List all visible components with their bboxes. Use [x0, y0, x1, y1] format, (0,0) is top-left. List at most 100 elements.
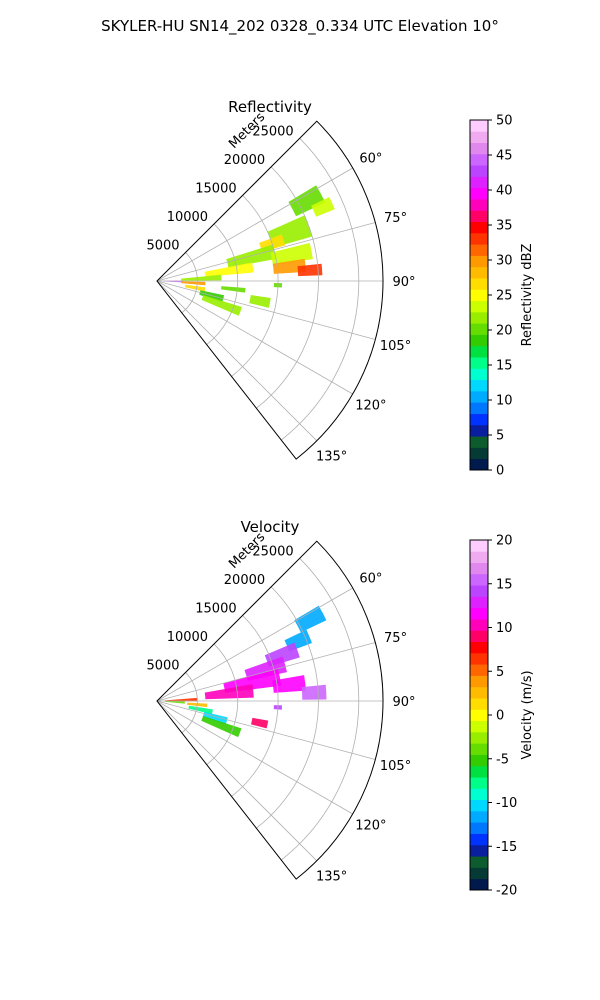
colorbar-tick-label: -10	[496, 796, 517, 811]
range-ring	[256, 166, 319, 409]
azimuth-tick-label: 60°	[359, 152, 382, 167]
colorbar-swatch	[470, 652, 488, 665]
colorbar-swatch	[470, 664, 488, 676]
range-ring	[181, 252, 198, 314]
panel-title: Reflectivity	[228, 98, 312, 116]
colorbar-swatch	[470, 379, 488, 392]
azimuth-line	[156, 222, 376, 282]
panel-title: Velocity	[241, 518, 300, 536]
colorbar-swatch	[470, 540, 488, 552]
colorbar-swatch	[470, 720, 488, 733]
colorbar-swatch	[470, 630, 488, 643]
range-tick-label: 20000	[224, 153, 265, 168]
colorbar-swatch	[470, 585, 488, 597]
colorbar-tick-label: -20	[496, 884, 517, 899]
echo-cell	[221, 286, 246, 293]
colorbar-tick-label: 10	[496, 394, 513, 409]
echo-field	[164, 605, 327, 738]
echo-cell	[272, 258, 307, 274]
colorbar-tick-label: 40	[496, 184, 513, 199]
range-tick-label: 15000	[195, 181, 236, 196]
colorbar-swatch	[470, 573, 488, 586]
colorbar-swatch	[470, 675, 488, 688]
echo-field	[163, 185, 335, 316]
reflectivity-panel: Reflectivity500010000150002000025000Mete…	[146, 98, 535, 479]
echo-cell	[294, 605, 327, 633]
colorbar-swatch	[470, 447, 488, 460]
colorbar-swatch	[470, 607, 488, 620]
echo-cell	[311, 196, 335, 217]
colorbar-swatch	[470, 210, 488, 223]
range-ring	[231, 615, 279, 797]
colorbar-swatch	[470, 822, 488, 834]
echo-cell	[223, 668, 282, 693]
colorbar-swatch	[470, 777, 488, 789]
echo-cell	[204, 684, 254, 700]
colorbar-tick-label: 5	[496, 665, 504, 680]
colorbar-swatch	[470, 619, 488, 631]
azimuth-tick-label: 135°	[316, 870, 347, 885]
colorbar-swatch	[470, 424, 488, 437]
colorbar: -20 -15 -10 -5 0 5 10 15 20 Velocity (m/s)	[469, 534, 535, 899]
colorbar-swatch	[470, 142, 488, 155]
range-tick-label: 25000	[252, 124, 293, 139]
colorbar-swatch	[470, 596, 488, 609]
colorbar-swatch	[470, 176, 488, 189]
colorbar-swatch	[470, 357, 488, 369]
azimuth-line	[156, 280, 376, 340]
colorbar-swatch	[470, 765, 488, 778]
colorbar-swatch	[470, 743, 488, 755]
colorbar: 0 5 10 15 20 25 30 35 40 45 50 Reflectivity dBZ	[469, 114, 535, 479]
range-tick-label: 5000	[146, 238, 179, 253]
range-tick-label: 25000	[252, 544, 293, 559]
azimuth-tick-label: 105°	[380, 339, 411, 354]
colorbar-tick-label: 15	[496, 359, 513, 374]
echo-cell	[301, 684, 327, 700]
azimuth-line	[156, 167, 353, 282]
azimuth-tick-label: 60°	[359, 572, 382, 587]
azimuth-tick-label: 75°	[384, 211, 407, 226]
colorbar-tick-label: 15	[496, 577, 513, 592]
colorbar-swatch	[470, 289, 488, 302]
colorbar-label: Reflectivity dBZ	[520, 244, 535, 347]
colorbar-swatch	[470, 788, 488, 801]
colorbar-swatch	[470, 131, 488, 143]
sector-frame	[156, 120, 384, 460]
range-ring	[231, 195, 279, 377]
colorbar-swatch	[470, 856, 488, 868]
colorbar-swatch	[470, 153, 488, 166]
range-ring	[181, 672, 198, 734]
colorbar-swatch	[470, 458, 488, 471]
colorbar-label: Velocity (m/s)	[520, 670, 535, 759]
echo-cell	[181, 274, 222, 281]
azimuth-line	[156, 700, 376, 760]
colorbar-tick-label: 0	[496, 464, 504, 479]
colorbar-swatch	[470, 232, 488, 245]
colorbar-swatch	[470, 810, 488, 823]
colorbar-swatch	[470, 323, 488, 335]
colorbar-swatch	[470, 266, 488, 279]
colorbar-swatch	[470, 844, 488, 857]
range-tick-label: 5000	[146, 658, 179, 673]
sector-frame	[156, 540, 384, 880]
range-tick-label: 15000	[195, 601, 236, 616]
azimuth-tick-label: 120°	[355, 818, 386, 833]
azimuth-line	[156, 280, 353, 395]
colorbar-swatch	[470, 731, 488, 744]
colorbar-tick-label: 10	[496, 621, 513, 636]
colorbar-swatch	[470, 709, 488, 722]
echo-cell	[184, 284, 206, 292]
echo-cell	[272, 675, 306, 693]
echo-cell	[199, 290, 225, 303]
echo-cell	[270, 242, 313, 265]
azimuth-line	[156, 587, 353, 702]
colorbar-tick-label: -15	[496, 840, 517, 855]
colorbar-swatch	[470, 390, 488, 403]
colorbar-tick-label: 5	[496, 429, 504, 444]
colorbar-swatch	[470, 120, 488, 132]
echo-cell	[181, 281, 206, 286]
colorbar-swatch	[470, 436, 488, 448]
colorbar-tick-label: -5	[496, 752, 509, 767]
colorbar-tick-label: 25	[496, 289, 513, 304]
colorbar-swatch	[470, 698, 488, 710]
